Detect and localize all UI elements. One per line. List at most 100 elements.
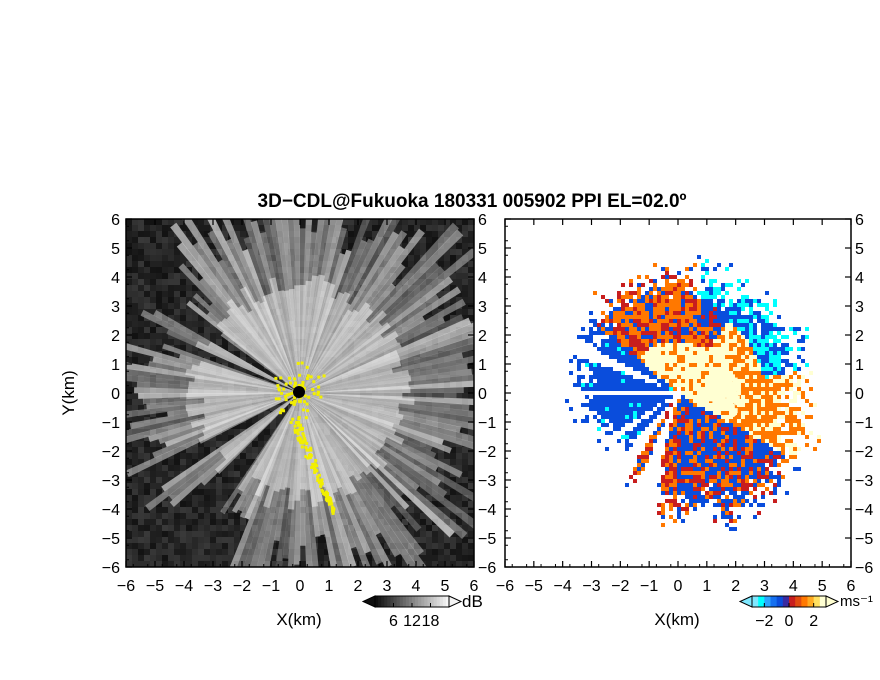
backscatter-noise-cell (390, 471, 396, 477)
backscatter-noise-cell (330, 435, 336, 441)
backscatter-noise-cell (150, 423, 156, 429)
backscatter-noise-cell (420, 249, 426, 255)
backscatter-noise-cell (204, 447, 210, 453)
backscatter-noise-cell (252, 381, 258, 387)
backscatter-noise-cell (318, 435, 324, 441)
backscatter-noise-cell (138, 441, 144, 447)
backscatter-noise-cell (276, 273, 282, 279)
backscatter-beam (300, 393, 395, 509)
velocity-cell (705, 295, 709, 299)
backscatter-noise-cell (180, 405, 186, 411)
backscatter-noise-cell (444, 507, 450, 513)
backscatter-noise-cell (396, 555, 402, 561)
backscatter-noise-cell (462, 471, 468, 477)
velocity-cell (765, 347, 769, 351)
velocity-cell (661, 295, 665, 299)
backscatter-noise-cell (450, 429, 456, 435)
backscatter-noise-cell (210, 411, 216, 417)
velocity-cell (677, 315, 681, 319)
backscatter-y-tick-label: −1 (102, 415, 120, 432)
backscatter-noise-cell (228, 435, 234, 441)
backscatter-noise-cell (252, 357, 258, 363)
velocity-cell (621, 375, 625, 379)
velocity-cell (677, 287, 681, 291)
backscatter-noise-cell (306, 291, 312, 297)
backscatter-core-beam (220, 317, 300, 393)
backscatter-noise-cell (420, 531, 426, 537)
backscatter-noise-cell (456, 465, 462, 471)
backscatter-noise-cell (144, 465, 150, 471)
backscatter-noise-cell (228, 363, 234, 369)
backscatter-noise-cell (132, 537, 138, 543)
backscatter-noise-cell (156, 339, 162, 345)
velocity-cell (717, 327, 721, 331)
backscatter-beam (192, 293, 300, 393)
velocity-cell (605, 331, 609, 335)
backscatter-noise-cell (432, 543, 438, 549)
backscatter-noise-cell (174, 531, 180, 537)
velocity-cell (665, 315, 669, 319)
velocity-cell (625, 351, 629, 355)
backscatter-noise-cell (150, 405, 156, 411)
backscatter-noise-cell (456, 483, 462, 489)
backscatter-noise-cell (144, 249, 150, 255)
backscatter-beam (152, 356, 300, 393)
velocity-cell (653, 299, 657, 303)
velocity-cell (705, 335, 709, 339)
backscatter-colorbar-segment (390, 596, 394, 607)
velocity-cell (637, 335, 641, 339)
saturated-streak-pixel (297, 428, 301, 432)
velocity-cell (781, 359, 785, 363)
velocity-cell (681, 311, 685, 315)
backscatter-beam (170, 222, 300, 393)
backscatter-noise-cell (210, 231, 216, 237)
backscatter-noise-cell (192, 327, 198, 333)
backscatter-noise-cell (168, 219, 174, 225)
velocity-cell (749, 367, 753, 371)
backscatter-noise-cell (168, 315, 174, 321)
backscatter-noise-cell (444, 537, 450, 543)
velocity-cell (793, 367, 797, 371)
backscatter-noise-cell (168, 279, 174, 285)
backscatter-noise-cell (264, 219, 270, 225)
backscatter-noise-cell (246, 447, 252, 453)
backscatter-noise-cell (462, 231, 468, 237)
backscatter-noise-cell (348, 363, 354, 369)
backscatter-noise-cell (402, 411, 408, 417)
backscatter-noise-cell (132, 489, 138, 495)
velocity-cell (737, 279, 741, 283)
backscatter-noise-cell (138, 279, 144, 285)
backscatter-noise-cell (270, 555, 276, 561)
backscatter-core-beam (237, 304, 300, 393)
backscatter-noise-cell (354, 327, 360, 333)
velocity-cell (625, 355, 629, 359)
backscatter-noise-cell (378, 243, 384, 249)
backscatter-noise-cell (438, 261, 444, 267)
backscatter-noise-cell (306, 525, 312, 531)
velocity-cell (773, 363, 777, 367)
backscatter-noise-cell (150, 459, 156, 465)
velocity-cell (729, 283, 733, 287)
backscatter-noise-cell (372, 453, 378, 459)
backscatter-noise-cell (276, 537, 282, 543)
backscatter-noise-cell (246, 459, 252, 465)
velocity-cell (609, 351, 613, 355)
backscatter-noise-cell (192, 459, 198, 465)
backscatter-noise-cell (378, 225, 384, 231)
backscatter-noise-cell (312, 303, 318, 309)
backscatter-noise-cell (162, 411, 168, 417)
velocity-cell (721, 319, 725, 323)
backscatter-noise-cell (390, 501, 396, 507)
velocity-cell (641, 307, 645, 311)
backscatter-noise-cell (318, 243, 324, 249)
velocity-cell (725, 351, 729, 355)
velocity-cell (653, 343, 657, 347)
backscatter-noise-cell (300, 297, 306, 303)
velocity-cell (649, 287, 653, 291)
backscatter-noise-cell (270, 351, 276, 357)
backscatter-noise-cell (228, 381, 234, 387)
saturated-streak-pixel (297, 417, 301, 421)
backscatter-noise-cell (132, 447, 138, 453)
backscatter-noise-cell (300, 447, 306, 453)
velocity-cell (697, 371, 701, 375)
